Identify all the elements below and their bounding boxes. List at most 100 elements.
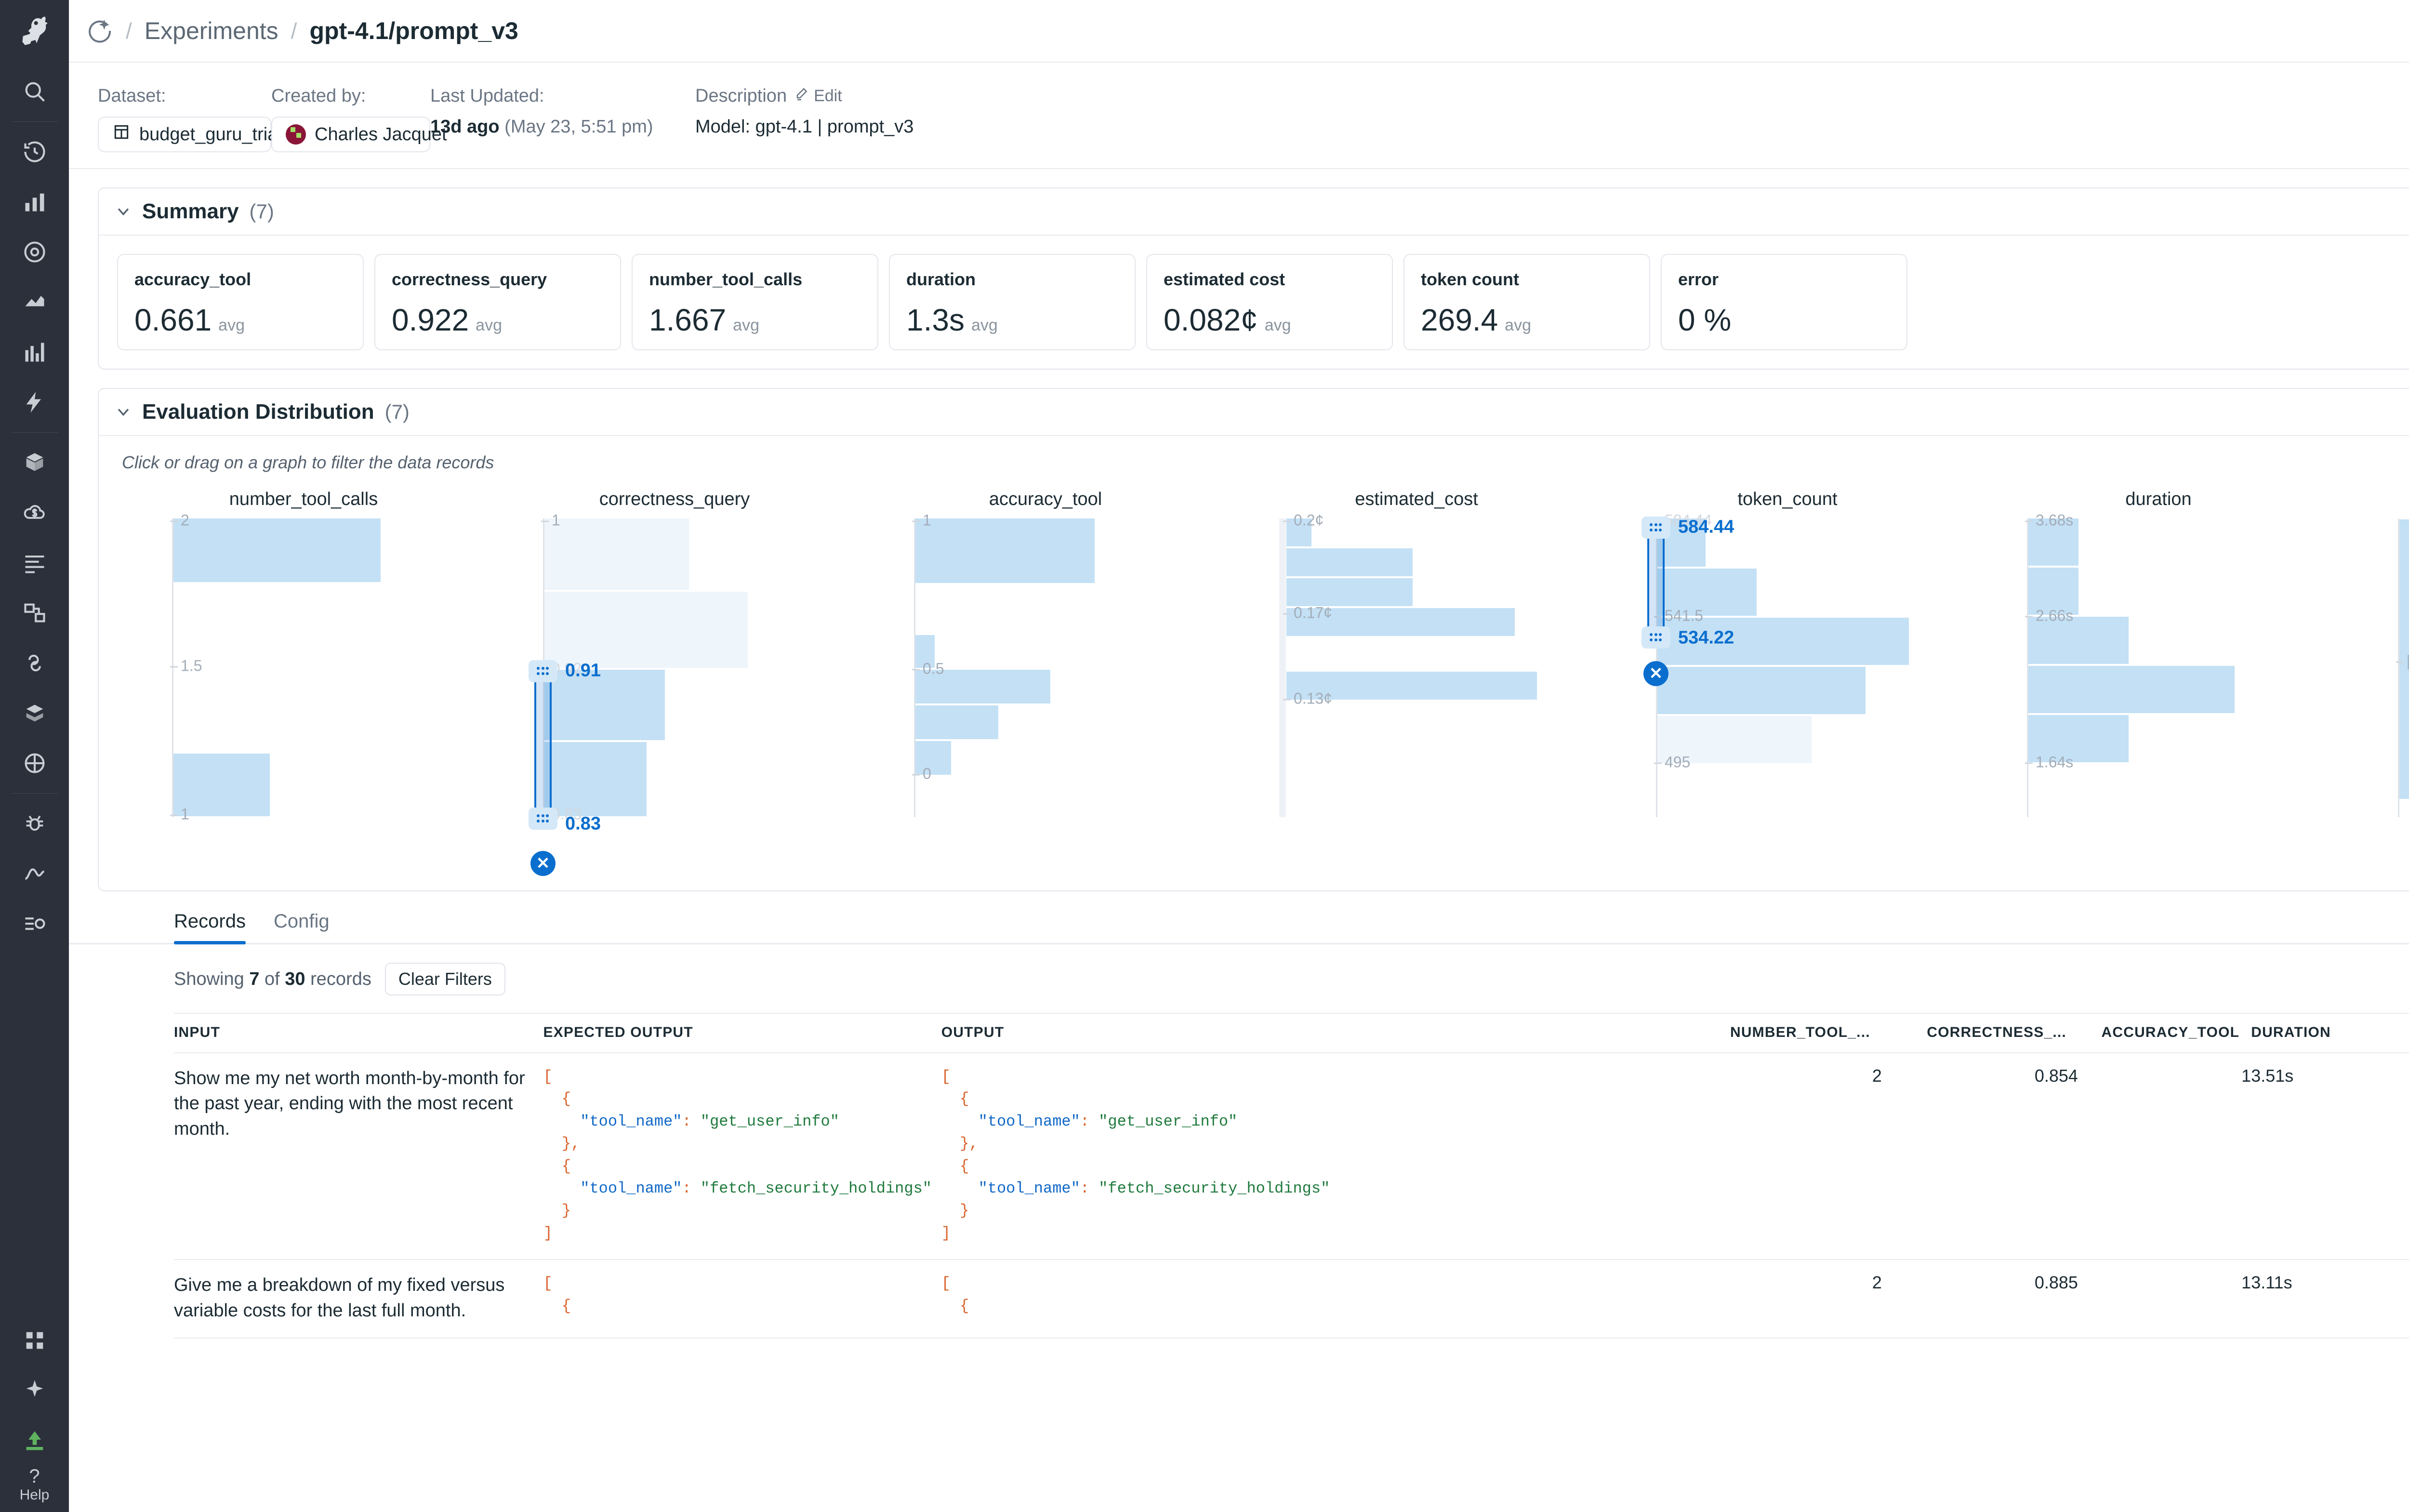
created-by-pill[interactable]: Charles Jacquet [271,117,447,152]
breadcrumb-parent-link[interactable]: Experiments [144,17,278,44]
metric-card-value: 0.922 [392,303,469,337]
brush-selection[interactable] [534,670,552,816]
brush-handle-top[interactable] [529,660,557,682]
sidebar-item-watchdog[interactable] [0,227,69,277]
clear-filters-button[interactable]: Clear Filters [384,963,505,995]
sidebar-item-help[interactable]: ? Help [20,1466,50,1512]
distribution-panel-header[interactable]: Evaluation Distribution (7) [99,389,2409,436]
column-header-expected-output[interactable]: EXPECTED OUTPUT [543,1013,941,1053]
meta-description: Description Edit Model: gpt-4.1 | prompt… [695,86,913,137]
metric-card[interactable]: correctness_query 0.922 avg [374,254,621,350]
metric-card-unit: avg [1505,316,1531,334]
sidebar-item-containers[interactable] [0,588,69,638]
column-header-correctness-query[interactable]: CORRECTNESS_... [1881,1013,2078,1053]
sidebar-item-events[interactable] [0,377,69,427]
histogram-duration[interactable]: duration 3.68s 2.66s 1.64s [1973,489,2344,817]
sidebar-item-cloud-cost[interactable] [0,488,69,538]
metric-card[interactable]: error 0 % [1661,254,1907,350]
last-updated-relative: 13d ago [430,117,500,137]
histogram-bar [2028,617,2129,664]
records-showing-text: Showing 7 of 30 records [174,969,371,990]
histogram-bar [915,670,1050,703]
axis-tick: 1 [170,805,189,823]
datadog-ai-icon[interactable] [86,17,113,44]
histogram-plot[interactable]: 0.2¢ 0.17¢ 0.13¢ [1231,512,1602,817]
sidebar-item-installation[interactable] [0,1416,69,1466]
sidebar-item-apm[interactable] [0,277,69,327]
brush-handle-bottom[interactable] [1641,626,1670,649]
axis-tick: 495 [1654,753,1691,771]
datadog-logo-icon[interactable] [11,7,59,55]
histogram-bar [2399,519,2409,799]
sidebar-item-synthetics[interactable] [0,738,69,788]
sidebar-item-database[interactable] [0,688,69,738]
histogram-accuracy-tool[interactable]: accuracy_tool 1 0.5 0 [860,489,1231,817]
cell-expected-output: [ { [543,1260,941,1339]
histogram-plot[interactable]: 3.68s 2.66s 1.64s [1973,512,2344,817]
cell-input: Show me my net worth month-by-month for … [174,1053,543,1260]
logs-icon [22,340,47,365]
histogram-plot[interactable]: [no error] (30) [2344,518,2409,817]
metric-card[interactable]: duration 1.3s avg [889,254,1136,350]
column-header-output[interactable]: OUTPUT [941,1013,1692,1053]
dataset-pill[interactable]: budget_guru_triage [98,117,298,152]
description-value: Model: gpt-4.1 | prompt_v3 [695,117,914,137]
histogram-token-count[interactable]: token_count 584.44 541.5 495 [1602,489,1973,817]
sidebar-item-history[interactable] [0,127,69,177]
column-header-input[interactable]: INPUT [174,1013,543,1053]
evaluation-distribution-panel: Evaluation Distribution (7) Click or dra… [98,388,2409,891]
sidebar-item-search[interactable] [0,66,69,117]
sidebar-item-integrations[interactable] [0,1315,69,1366]
table-row[interactable]: Give me a breakdown of my fixed versus v… [174,1260,2409,1339]
sidebar-item-log-pipelines[interactable] [0,538,69,588]
sidebar-item-ai[interactable] [0,1366,69,1416]
axis-tick: 0.2¢ [1283,511,1324,529]
sidebar-item-logs[interactable] [0,327,69,377]
clear-selection-icon[interactable]: ✕ [1643,661,1668,686]
cloud-cost-icon [22,500,47,525]
brush-selection[interactable] [1647,529,1665,636]
histogram-plot[interactable]: 1 0.5 0 [860,512,1231,817]
histogram-plot[interactable]: 584.44 541.5 495 584.44 [1602,512,1973,817]
created-by-label: Created by: [271,85,366,106]
column-header-duration[interactable]: DURATION [2251,1013,2409,1053]
brush-handle-bottom[interactable] [529,808,557,830]
metric-card[interactable]: accuracy_tool 0.661 avg [117,254,364,350]
nav-divider [11,793,58,794]
clear-selection-icon[interactable]: ✕ [530,851,556,876]
summary-panel: Summary (7) accuracy_tool 0.661 avg corr… [98,187,2409,370]
metric-card[interactable]: token count 269.4 avg [1403,254,1650,350]
table-row[interactable]: Show me my net worth month-by-month for … [174,1053,2409,1260]
metric-card[interactable]: estimated cost 0.082¢ avg [1146,254,1393,350]
axis-tick: 541.5 [1654,607,1704,624]
tab-config[interactable]: Config [273,911,330,932]
dataset-label: Dataset: [98,85,166,106]
tab-records[interactable]: Records [174,911,246,944]
sidebar-item-serverless[interactable] [0,638,69,688]
sidebar-item-infrastructure[interactable] [0,438,69,488]
sidebar-item-service-catalog[interactable] [0,899,69,949]
brush-handle-top[interactable] [1641,517,1670,539]
column-header-number-tool-calls[interactable]: NUMBER_TOOL_... [1691,1013,1882,1053]
summary-panel-header[interactable]: Summary (7) [99,188,2409,236]
page-body: Summary (7) accuracy_tool 0.661 avg corr… [69,169,2409,1512]
histogram-correctness-query[interactable]: correctness_query 1 0.92 0.83 [489,489,860,876]
sidebar-item-dashboards[interactable] [0,177,69,227]
histogram-bar [1657,569,1757,616]
histogram-plot[interactable]: 2 1.5 1 [118,512,489,823]
profiler-icon [22,861,47,886]
histogram-estimated-cost[interactable]: estimated_cost 0.2¢ 0.17¢ 0.13¢ [1231,489,1602,817]
edit-description-button[interactable]: Edit [794,86,842,106]
histogram-title: accuracy_tool [989,489,1102,509]
sidebar-item-profiler[interactable] [0,849,69,899]
metric-card[interactable]: number_tool_calls 1.667 avg [632,254,878,350]
brush-max-label: 584.44 [1678,517,1734,537]
histogram-number-tool-calls[interactable]: number_tool_calls 2 1.5 1 [118,489,489,823]
records-table: INPUT EXPECTED OUTPUT OUTPUT NUMBER_TOOL… [174,1013,2409,1339]
sidebar-item-error-tracking[interactable] [0,798,69,849]
histogram-error[interactable]: error [no error] (30) [2344,489,2409,817]
metric-card-unit: avg [218,316,245,334]
histogram-plot[interactable]: 1 0.92 0.83 0.91 0.8 [489,512,860,876]
column-header-accuracy-tool[interactable]: ACCURACY_TOOL [2078,1013,2251,1053]
help-question-icon: ? [29,1466,40,1487]
